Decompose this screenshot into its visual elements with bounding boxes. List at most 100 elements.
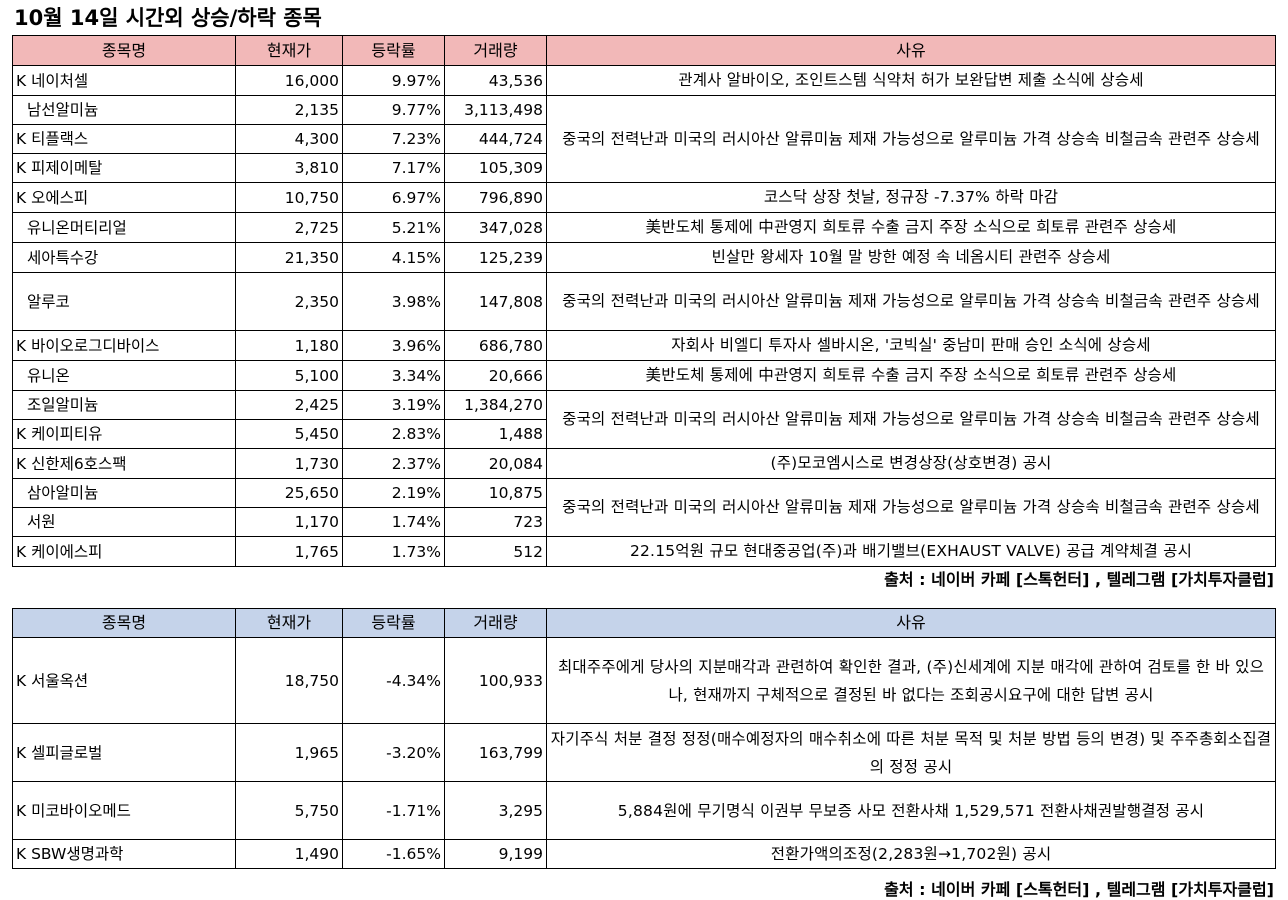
table-row: K 케이피티유 5,450 2.83% 1,488 [12,419,1276,449]
stock-name: K 피제이메탈 [12,153,236,183]
stock-reason: (주)모코엠시스로 변경상장(상호변경) 공시 [546,448,1276,479]
stock-price: 1,730 [235,448,343,479]
header-name: 종목명 [12,35,236,66]
table-row: K 케이에스피 1,765 1.73% 512 22.15억원 규모 현대중공업… [12,536,1276,567]
table-row: K 서울옥션 18,750 -4.34% 100,933 최대주주에게 당사의 … [12,637,1276,724]
stock-reason: 중국의 전력난과 미국의 러시아산 알류미늄 제재 가능성으로 알루미늄 가격 … [546,390,1276,449]
stock-price: 21,350 [235,242,343,273]
stock-name: K SBW생명과학 [12,839,236,869]
header-price: 현재가 [235,608,343,638]
stock-change: -1.65% [342,839,445,869]
stock-name: 조일알미늄 [12,390,236,420]
stock-volume: 1,384,270 [444,390,547,420]
stock-reason: 5,884원에 무기명식 이권부 무보증 사모 전환사채 1,529,571 전… [546,781,1276,840]
stock-change: 6.97% [342,182,445,213]
stock-change: 7.17% [342,153,445,183]
stock-volume: 347,028 [444,212,547,243]
stock-reason: 빈살만 왕세자 10월 말 방한 예정 속 네옴시티 관련주 상승세 [546,242,1276,273]
stock-change: 2.83% [342,419,445,449]
stock-change: -1.71% [342,781,445,840]
header-reason: 사유 [546,35,1276,66]
stock-reason: 자기주식 처분 결정 정정(매수예정자의 매수취소에 따른 처분 목적 및 처분… [546,723,1276,782]
stock-name: K 바이오로그디바이스 [12,330,236,361]
losers-header-row: 종목명 현재가 등락률 거래량 사유 [12,608,1276,638]
stock-volume: 125,239 [444,242,547,273]
header-price: 현재가 [235,35,343,66]
gainers-header-row: 종목명 현재가 등락률 거래량 사유 [12,35,1276,66]
stock-volume: 100,933 [444,637,547,724]
table-row: K 티플랙스 4,300 7.23% 444,724 [12,124,1276,154]
header-reason: 사유 [546,608,1276,638]
stock-reason: 최대주주에게 당사의 지분매각과 관련하여 확인한 결과, (주)신세계에 지분… [546,637,1276,724]
stock-volume: 43,536 [444,65,547,96]
table-row: 세아특수강 21,350 4.15% 125,239 빈살만 왕세자 10월 말… [12,242,1276,273]
stock-change: -3.20% [342,723,445,782]
stock-change: 1.73% [342,536,445,567]
stock-reason: 중국의 전력난과 미국의 러시아산 알류미늄 제재 가능성으로 알루미늄 가격 … [546,272,1276,331]
table-row: 남선알미늄 2,135 9.77% 3,113,498 중국의 전력난과 미국의… [12,95,1276,183]
stock-change: 2.37% [342,448,445,479]
stock-volume: 512 [444,536,547,567]
stock-price: 4,300 [235,124,343,154]
stock-name: K 신한제6호스팩 [12,448,236,479]
stock-reason: 코스닥 상장 첫날, 정규장 -7.37% 하락 마감 [546,182,1276,213]
stock-reason: 美반도체 통제에 中관영지 희토류 수출 금지 주장 소식으로 희토류 관련주 … [546,212,1276,243]
stock-name: K 네이처셀 [12,65,236,96]
stock-name: K 오에스피 [12,182,236,213]
table-row: K 피제이메탈 3,810 7.17% 105,309 [12,153,1276,183]
stock-name: K 미코바이오메드 [12,781,236,840]
header-change: 등락률 [342,35,445,66]
stock-reason: 관계사 알바이오, 조인트스템 식약처 허가 보완답변 제출 소식에 상승세 [546,65,1276,96]
stock-reason: 전환가액의조정(2,283원→1,702원) 공시 [546,839,1276,869]
stock-change: 4.15% [342,242,445,273]
stock-price: 2,350 [235,272,343,331]
stock-price: 18,750 [235,637,343,724]
stock-name: 유니온 [12,360,236,391]
stock-volume: 163,799 [444,723,547,782]
stock-price: 1,765 [235,536,343,567]
table-row: K 네이처셀 16,000 9.97% 43,536 관계사 알바이오, 조인트… [12,65,1276,96]
stock-volume: 723 [444,507,547,537]
stock-name: K 서울옥션 [12,637,236,724]
stock-change: -4.34% [342,637,445,724]
stock-reason: 美반도체 통제에 中관영지 희토류 수출 금지 주장 소식으로 희토류 관련주 … [546,360,1276,391]
stock-change: 3.34% [342,360,445,391]
table-row: 알루코 2,350 3.98% 147,808 중국의 전력난과 미국의 러시아… [12,272,1276,331]
header-name: 종목명 [12,608,236,638]
stock-volume: 9,199 [444,839,547,869]
stock-change: 3.19% [342,390,445,420]
stock-volume: 796,890 [444,182,547,213]
source-credit: 출처 : 네이버 카페 [스톡헌터] , 텔레그램 [가치투자클럽] [884,570,1274,589]
stock-price: 5,100 [235,360,343,391]
stock-change: 3.98% [342,272,445,331]
table-row: K 미코바이오메드 5,750 -1.71% 3,295 5,884원에 무기명… [12,781,1276,840]
stock-name: K 케이피티유 [12,419,236,449]
table-row: K 오에스피 10,750 6.97% 796,890 코스닥 상장 첫날, 정… [12,182,1276,213]
stock-volume: 444,724 [444,124,547,154]
stock-price: 2,425 [235,390,343,420]
gainers-table: 종목명 현재가 등락률 거래량 사유 K 네이처셀 16,000 9.97% 4… [12,35,1276,567]
stock-price: 1,490 [235,839,343,869]
source-credit: 출처 : 네이버 카페 [스톡헌터] , 텔레그램 [가치투자클럽] [884,880,1274,899]
stock-price: 10,750 [235,182,343,213]
header-volume: 거래량 [444,35,547,66]
table-row: K 셀피글로벌 1,965 -3.20% 163,799 자기주식 처분 결정 … [12,723,1276,782]
stock-volume: 1,488 [444,419,547,449]
table-row: 서원 1,170 1.74% 723 [12,507,1276,537]
stock-change: 2.19% [342,478,445,508]
stock-change: 3.96% [342,330,445,361]
stock-volume: 10,875 [444,478,547,508]
stock-change: 9.77% [342,95,445,125]
stock-name: 서원 [12,507,236,537]
stock-change: 7.23% [342,124,445,154]
table-row: 유니온머티리얼 2,725 5.21% 347,028 美반도체 통제에 中관영… [12,212,1276,243]
stock-price: 25,650 [235,478,343,508]
stock-change: 9.97% [342,65,445,96]
losers-table: 종목명 현재가 등락률 거래량 사유 K 서울옥션 18,750 -4.34% … [12,608,1276,869]
stock-volume: 20,666 [444,360,547,391]
stock-name: 남선알미늄 [12,95,236,125]
stock-price: 1,170 [235,507,343,537]
stock-price: 1,180 [235,330,343,361]
stock-reason: 중국의 전력난과 미국의 러시아산 알류미늄 제재 가능성으로 알루미늄 가격 … [546,95,1276,183]
stock-change: 1.74% [342,507,445,537]
